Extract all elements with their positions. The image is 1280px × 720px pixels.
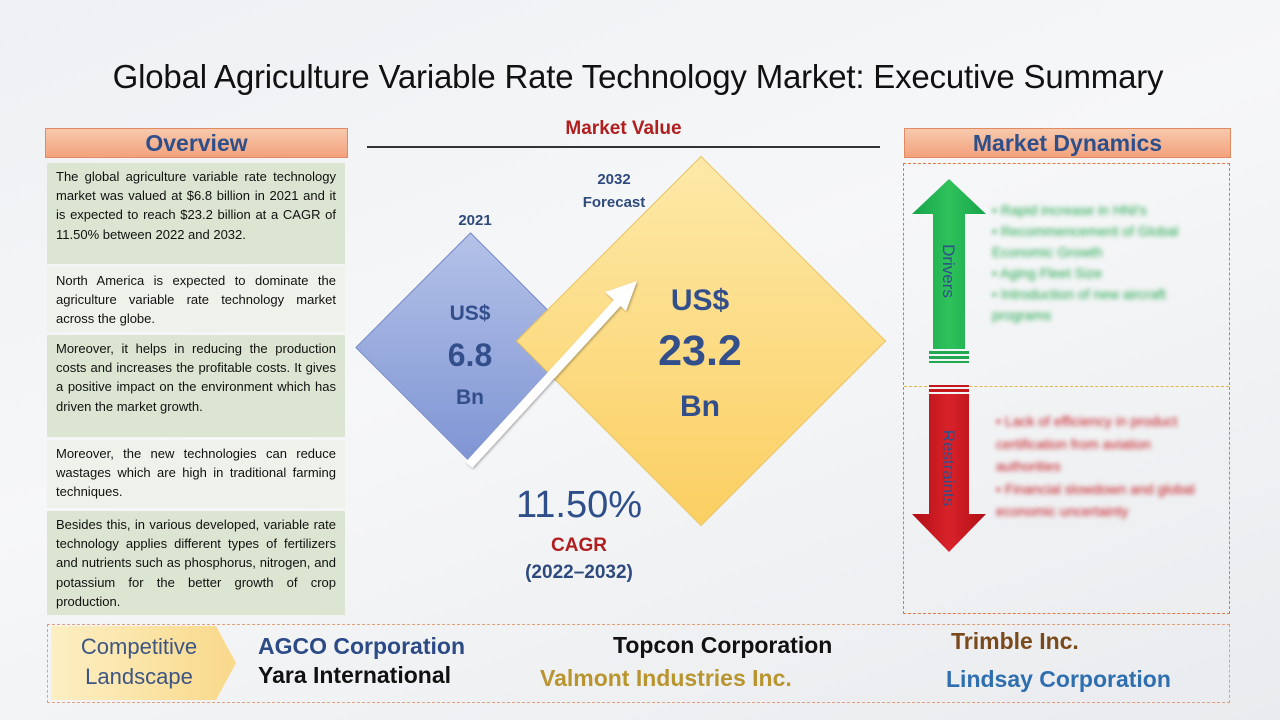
cagr-label: CAGR [551,535,607,556]
cagr-period: (2022–2032) [525,562,633,583]
value-2021-unit: Bn [456,386,484,409]
forecast-text: Forecast [582,194,646,211]
market-value-divider [367,146,880,148]
value-2032-unit: Bn [680,390,720,423]
value-2021-currency: US$ [449,302,491,325]
company-name: Topcon Corporation [613,632,833,658]
overview-paragraph: Moreover, the new technologies can reduc… [47,440,345,508]
overview-heading: Overview [45,128,348,158]
market-dynamics-heading: Market Dynamics [904,128,1231,158]
forecast-year: 2032 [597,171,631,188]
forecast-year-label: 2032 Forecast [570,168,658,214]
competitive-landscape-chevron [51,626,236,700]
company-name: Yara International [258,662,452,688]
competitive-label-line1: Competitive [80,634,198,659]
drivers-label: Drivers [939,244,958,298]
driver-item: • Recommencement of Global Economic Grow… [992,223,1179,260]
overview-paragraph: The global agriculture variable rate tec… [47,163,345,264]
year-2021-label: 2021 [458,212,492,229]
value-2021-amount: 6.8 [447,337,493,373]
restraints-list: • Lack of efficiency in product certific… [996,410,1212,523]
page-title: Global Agriculture Variable Rate Technol… [112,58,1164,95]
company-name: AGCO Corporation [258,633,465,659]
drivers-list: • Rapid increase in HNI's • Recommenceme… [992,200,1214,326]
company-name: Valmont Industries Inc. [540,665,792,691]
driver-item: • Rapid increase in HNI's [992,202,1147,218]
driver-item: • Introduction of new aircraft programs [992,286,1166,323]
restraint-item: • Lack of efficiency in product certific… [996,413,1178,474]
competitive-landscape-box [47,624,1230,703]
market-value-heading: Market Value [565,118,682,139]
overview-paragraph: Moreover, it helps in reducing the produ… [47,335,345,437]
competitive-landscape-label: Competitive Landscape [69,632,209,692]
restraint-item: • Financial slowdown and global economic… [996,480,1195,520]
value-2032-currency: US$ [670,284,730,317]
restraints-label: Restraints [939,429,958,507]
drivers-arrow-icon [912,179,986,363]
company-name: Trimble Inc. [951,628,1079,654]
competitive-label-line2: Landscape [85,664,193,689]
cagr-value: 11.50% [515,484,643,526]
overview-paragraph: North America is expected to dominate th… [47,267,345,332]
company-name: Lindsay Corporation [946,666,1171,692]
overview-paragraph: Besides this, in various developed, vari… [47,511,345,615]
value-2032-amount: 23.2 [658,327,742,375]
dynamics-divider [904,386,1229,387]
driver-item: • Aging Fleet Size [992,265,1102,281]
restraints-arrow-icon [912,385,986,552]
market-dynamics-box [903,163,1230,614]
